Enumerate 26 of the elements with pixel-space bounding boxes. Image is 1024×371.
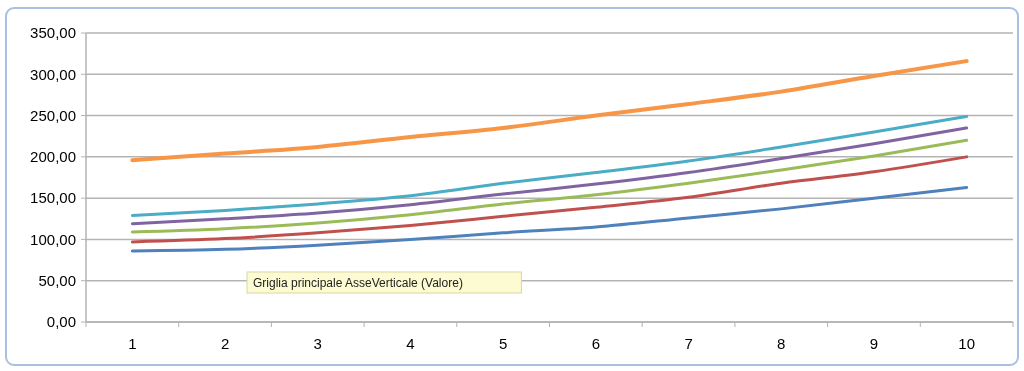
x-tick-label: 9 — [869, 335, 879, 352]
x-tick-label: 10 — [958, 335, 975, 352]
y-tick-label: 50,00 — [38, 271, 76, 289]
x-tick-label: 5 — [498, 335, 508, 352]
line-series — [130, 185, 969, 253]
y-tick-label: 250,00 — [30, 106, 76, 124]
x-tick-label: 2 — [220, 335, 230, 352]
line-series — [130, 126, 969, 226]
y-tick-label: 100,00 — [30, 230, 76, 248]
x-tick-label: 4 — [406, 335, 415, 352]
x-tick-label: 8 — [777, 335, 786, 352]
x-tick-label: 3 — [313, 335, 322, 352]
y-tick-label: 300,00 — [30, 65, 76, 83]
y-tick-label: 350,00 — [30, 24, 76, 42]
line-series — [130, 59, 969, 163]
line-series — [130, 155, 969, 244]
line-series — [130, 138, 969, 234]
y-tick-label: 200,00 — [30, 148, 76, 166]
annotation: Griglia principale AsseVerticale (Valore) — [253, 276, 463, 290]
y-tick-label: 150,00 — [30, 189, 76, 207]
tooltip: Griglia principale AsseVerticale (Valore) — [246, 271, 522, 294]
x-tick-label: 1 — [128, 335, 137, 352]
x-tick-label: 7 — [684, 335, 693, 352]
line-series — [130, 114, 969, 217]
y-tick-label: 0,00 — [46, 313, 76, 331]
x-tick-label: 6 — [591, 335, 601, 352]
